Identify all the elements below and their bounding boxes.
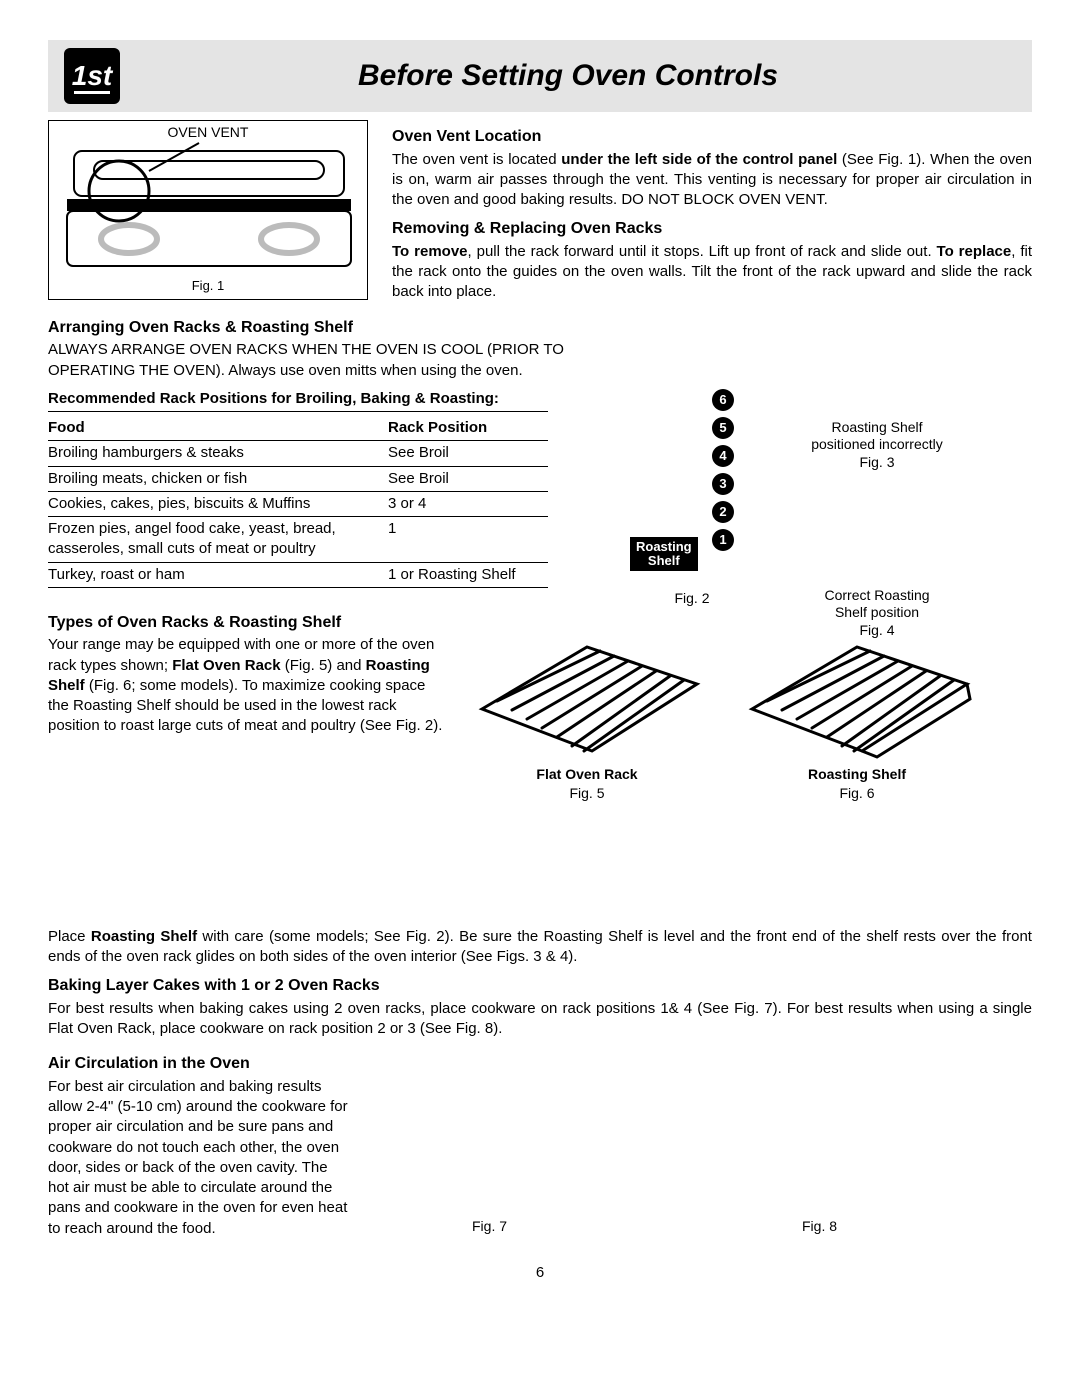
table-row: Cookies, cakes, pies, biscuits & Muffins…: [48, 491, 548, 516]
fig6: Roasting Shelf Fig. 6: [742, 629, 972, 803]
fig2-caption: Fig. 2: [592, 589, 792, 608]
bottom-row: Air Circulation in the Oven For best air…: [48, 1047, 1032, 1247]
types-text: Your range may be equipped with one or m…: [48, 635, 448, 736]
remove-heading: Removing & Replacing Oven Racks: [392, 218, 1032, 240]
th-pos: Rack Position: [388, 416, 548, 441]
badge-text: 1st: [72, 57, 112, 95]
air-text: For best air circulation and baking resu…: [48, 1077, 348, 1239]
top-right-col: Oven Vent Location The oven vent is loca…: [392, 120, 1032, 311]
fig8-caption: Fig. 8: [802, 1217, 837, 1236]
fig6-label: Roasting Shelf: [742, 765, 972, 784]
table-header-row: Food Rack Position: [48, 416, 548, 441]
flat-rack-icon: [472, 629, 702, 759]
bubble-1: 1: [712, 529, 734, 551]
table-row: Broiling meats, chicken or fishSee Broil: [48, 466, 548, 491]
table-row: Frozen pies, angel food cake, yeast, bre…: [48, 517, 548, 563]
position-numbers: 6 5 4 3 2 1: [712, 389, 734, 551]
bubble-3: 3: [712, 473, 734, 495]
fig5: Flat Oven Rack Fig. 5: [472, 629, 702, 803]
air-heading: Air Circulation in the Oven: [48, 1053, 348, 1075]
fig7-caption: Fig. 7: [472, 1217, 507, 1236]
table-title: Recommended Rack Positions for Broiling,…: [48, 389, 548, 412]
bubble-6: 6: [712, 389, 734, 411]
bubble-5: 5: [712, 417, 734, 439]
vent-heading: Oven Vent Location: [392, 126, 1032, 148]
roasting-shelf-label: Roasting Shelf: [630, 537, 698, 572]
racks-row: Flat Oven Rack Fig. 5 Roasting Shelf Fig…: [472, 629, 972, 803]
vent-text: The oven vent is located under the left …: [392, 150, 1032, 211]
table-row: Broiling hamburgers & steaksSee Broil: [48, 441, 548, 466]
fig6-caption: Fig. 6: [742, 784, 972, 803]
bubble-4: 4: [712, 445, 734, 467]
oven-icon: [49, 121, 369, 301]
fig5-caption: Fig. 5: [472, 784, 702, 803]
cakes-heading: Baking Layer Cakes with 1 or 2 Oven Rack…: [48, 975, 1032, 997]
table-row: Turkey, roast or ham1 or Roasting Shelf: [48, 562, 548, 587]
arrange-text: ALWAYS ARRANGE OVEN RACKS WHEN THE OVEN …: [48, 340, 568, 381]
cakes-text: For best results when baking cakes using…: [48, 999, 1032, 1040]
remove-text: To remove, pull the rack forward until i…: [392, 242, 1032, 303]
first-badge: 1st: [64, 48, 120, 104]
place-text: Place Roasting Shelf with care (some mod…: [48, 927, 1032, 968]
fig3-caption: Roasting Shelf positioned incorrectly Fi…: [782, 419, 972, 472]
page-number: 6: [48, 1263, 1032, 1283]
th-food: Food: [48, 416, 388, 441]
title-band: 1st Before Setting Oven Controls: [48, 40, 1032, 112]
mid-figures: 6 5 4 3 2 1 Roasting Shelf Fig. 2 Roasti…: [592, 389, 1032, 745]
roasting-shelf-icon: [742, 629, 972, 759]
bubble-2: 2: [712, 501, 734, 523]
arrange-heading: Arranging Oven Racks & Roasting Shelf: [48, 317, 1032, 339]
page-title: Before Setting Oven Controls: [120, 56, 1016, 97]
fig78: Fig. 7 Fig. 8: [372, 1047, 1032, 1247]
figure-1: OVEN VENT Fig. 1: [48, 120, 368, 300]
fig1-caption: Fig. 1: [49, 277, 367, 295]
fig5-label: Flat Oven Rack: [472, 765, 702, 784]
top-row: OVEN VENT Fig. 1 Oven Vent Location The …: [48, 120, 1032, 311]
table-row: Recommended Rack Positions for Broiling,…: [48, 389, 1032, 745]
rack-table: Food Rack Position Broiling hamburgers &…: [48, 416, 548, 588]
air-block: Air Circulation in the Oven For best air…: [48, 1047, 348, 1247]
